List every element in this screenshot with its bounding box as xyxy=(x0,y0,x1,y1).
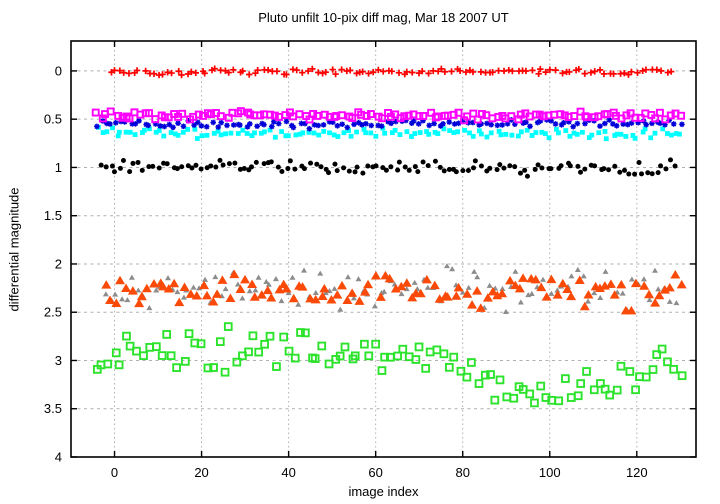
y-tick-label: 0 xyxy=(55,63,62,78)
x-tick-label: 100 xyxy=(539,465,561,480)
y-tick-label: 3 xyxy=(55,353,62,368)
y-tick-label: 1 xyxy=(55,160,62,175)
series-blue-stars xyxy=(94,117,685,132)
x-tick-label: 120 xyxy=(626,465,648,480)
x-tick-label: 20 xyxy=(194,465,208,480)
x-tick-label: 0 xyxy=(111,465,118,480)
x-tick-label: 40 xyxy=(281,465,295,480)
x-tick-label: 80 xyxy=(455,465,469,480)
series-green-open-squares xyxy=(92,322,687,408)
plot-border xyxy=(70,40,697,458)
y-tick-label: 2.5 xyxy=(44,305,62,320)
series-magenta-open-squares xyxy=(91,107,686,125)
series-black-dots xyxy=(98,157,678,179)
y-axis-label: differential magnitude xyxy=(6,187,22,312)
x-tick-label: 60 xyxy=(368,465,382,480)
y-tick-label: 1.5 xyxy=(44,208,62,223)
x-axis-label: image index xyxy=(348,484,419,499)
series-cyan-squares xyxy=(96,124,682,142)
y-tick-label: 3.5 xyxy=(44,401,62,416)
y-tick-label: 0.5 xyxy=(44,112,62,127)
y-tick-label: 4 xyxy=(55,450,62,465)
series-red-pluses xyxy=(108,65,675,79)
chart-title: Pluto unfilt 10-pix diff mag, Mar 18 200… xyxy=(258,10,509,25)
y-tick-label: 2 xyxy=(55,256,62,271)
series-orange-triangles xyxy=(101,269,687,315)
